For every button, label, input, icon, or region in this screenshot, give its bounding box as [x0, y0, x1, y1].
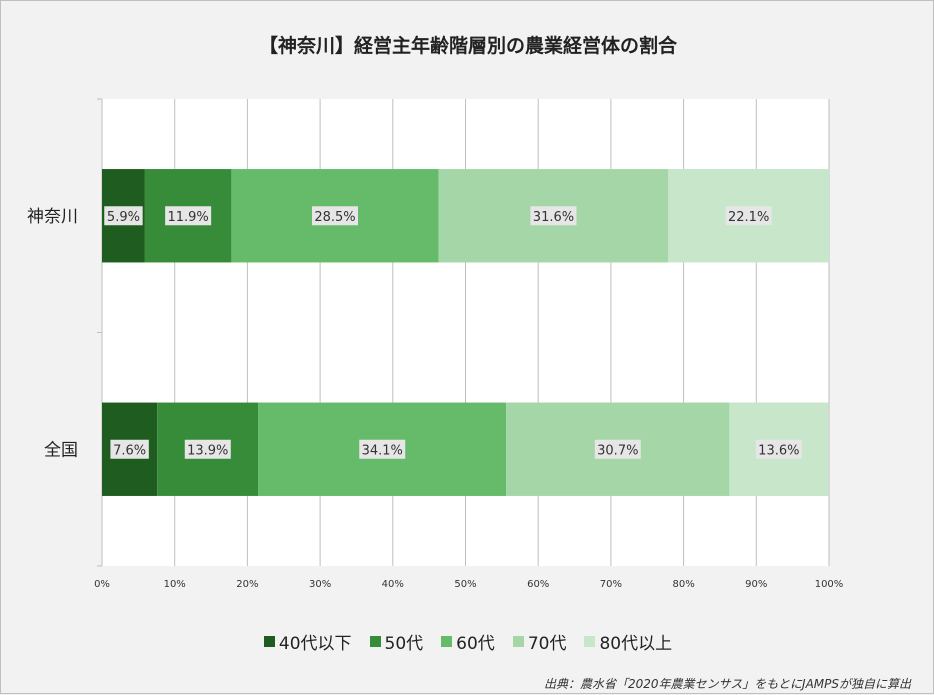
legend-item: 80代以上	[584, 629, 672, 654]
category-label: 全国	[44, 440, 78, 460]
legend-item: 70代	[512, 629, 567, 654]
legend-swatch	[441, 636, 453, 647]
data-label-box	[594, 439, 641, 459]
x-tick-label: 0%	[94, 579, 110, 590]
x-tick-label: 30%	[309, 579, 331, 590]
data-label: 30.7%	[597, 443, 638, 458]
data-label-box	[312, 206, 359, 226]
legend-item: 40代以下	[263, 629, 352, 654]
x-tick-label: 70%	[600, 579, 622, 590]
legend-label: 80代以上	[599, 634, 673, 654]
data-label-box	[725, 206, 772, 226]
legend-item: 60代	[441, 629, 495, 654]
data-label: 34.1%	[362, 443, 403, 458]
legend-label: 50代	[384, 634, 424, 654]
data-label: 31.6%	[533, 210, 574, 225]
data-label-box	[104, 206, 143, 226]
legend-label: 40代以下	[278, 634, 352, 654]
data-label-box	[110, 439, 149, 459]
legend-item: 50代	[369, 629, 424, 654]
legend: 40代以下 50代 60代 70代 80代以上	[1, 629, 934, 654]
data-label: 5.9%	[107, 210, 140, 225]
x-tick-label: 50%	[454, 579, 476, 590]
x-tick-label: 10%	[164, 579, 186, 590]
data-label: 13.9%	[187, 443, 228, 458]
legend-swatch	[369, 636, 381, 647]
data-label: 13.6%	[758, 443, 799, 458]
legend-swatch	[512, 636, 524, 647]
data-label: 11.9%	[167, 210, 208, 225]
legend-swatch	[263, 636, 275, 647]
x-tick-label: 80%	[672, 579, 694, 590]
x-tick-label: 20%	[236, 579, 258, 590]
chart-title: 【神奈川】経営主年齢階層別の農業経営体の割合	[258, 35, 677, 57]
x-tick-label: 40%	[382, 579, 404, 590]
data-label-box	[755, 439, 802, 459]
category-label: 神奈川	[27, 207, 78, 227]
data-label-box	[184, 439, 231, 459]
legend-swatch	[584, 636, 596, 647]
data-label-box	[530, 206, 577, 226]
data-label: 28.5%	[314, 210, 355, 225]
data-label: 7.6%	[113, 443, 146, 458]
source-note: 出典：農水省「2020年農業センサス」をもとにJAMPSが独自に算出	[543, 677, 911, 691]
legend-label: 60代	[456, 634, 495, 654]
x-tick-label: 100%	[815, 579, 844, 590]
legend-label: 70代	[527, 634, 567, 654]
x-tick-label: 60%	[527, 579, 549, 590]
data-label-box	[165, 206, 212, 226]
x-tick-label: 90%	[745, 579, 767, 590]
data-label: 22.1%	[728, 210, 769, 225]
data-label-box	[359, 439, 406, 459]
